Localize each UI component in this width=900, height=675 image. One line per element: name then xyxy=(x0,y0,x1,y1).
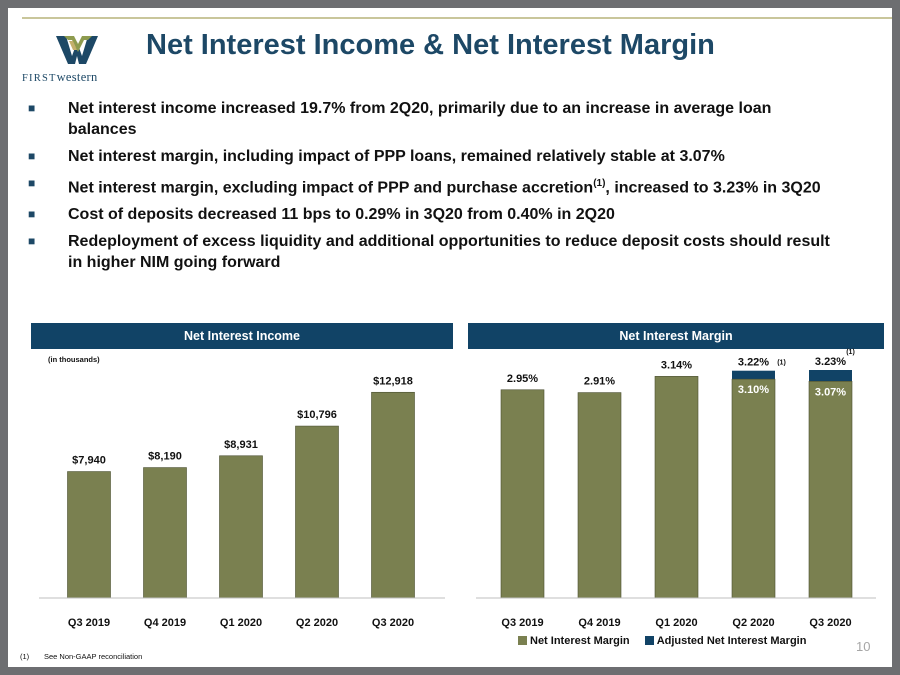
nii-data-label: $7,940 xyxy=(72,455,106,467)
nii-data-label: $10,796 xyxy=(297,409,337,421)
legend-item-adjusted-nim: Adjusted Net Interest Margin xyxy=(644,635,806,647)
bullet-list: ■ Net interest income increased 19.7% fro… xyxy=(28,98,838,279)
square-bullet-icon: ■ xyxy=(28,176,36,190)
net-interest-income-chart: $7,940 Q3 2019 $8,190 Q4 2019 $8,931 Q1 2020 $… xyxy=(39,375,445,629)
nim-bar xyxy=(577,392,622,599)
legend-swatch xyxy=(518,636,527,645)
bullet-item: ■ Net interest margin, excluding impact o… xyxy=(28,173,838,198)
net-interest-margin-chart: 2.95% Q3 2019 2.91% Q4 2019 3.14% Q1 2020 3.10… xyxy=(476,349,876,629)
adjusted-nim-bar xyxy=(732,370,775,380)
nim-x-tick-label: Q1 2020 xyxy=(655,617,697,629)
nii-bar xyxy=(67,471,111,599)
nim-bar xyxy=(731,378,776,599)
adjusted-nim-data-label: 3.22% xyxy=(738,357,769,369)
nii-x-tick-label: Q3 2019 xyxy=(68,617,110,629)
bullet-item: ■ Redeployment of excess liquidity and ad… xyxy=(28,233,830,272)
bullet-item: ■ Net interest income increased 19.7% fro… xyxy=(28,100,772,138)
nii-x-tick-label: Q3 2020 xyxy=(372,617,414,629)
nii-bar xyxy=(295,425,339,599)
logo-wordmark: FIRSTwestern xyxy=(22,70,98,84)
nim-x-tick-label: Q3 2020 xyxy=(809,617,851,629)
nii-bar xyxy=(219,455,263,599)
square-bullet-icon: ■ xyxy=(28,234,36,249)
bullet-item: ■ Cost of deposits decreased 11 bps to 0.… xyxy=(28,206,615,224)
nim-data-label: 2.95% xyxy=(507,373,538,385)
w-logo-icon xyxy=(56,36,98,64)
nii-x-tick-label: Q4 2019 xyxy=(144,617,186,629)
nim-data-label: 2.91% xyxy=(584,376,615,388)
nim-legend: Net Interest Margin Adjusted Net Interes… xyxy=(518,635,818,647)
page-title: Net Interest Income & Net Interest Margi… xyxy=(146,29,715,61)
page-number: 10 xyxy=(856,639,871,654)
square-bullet-icon: ■ xyxy=(28,101,36,115)
units-note: (in thousands) xyxy=(48,355,100,364)
nim-bar xyxy=(500,389,545,599)
legend-item-nim: Net Interest Margin xyxy=(518,635,630,647)
nim-inner-data-label: 3.07% xyxy=(815,386,846,398)
adjusted-nim-data-label: 3.23% xyxy=(815,356,846,368)
adjusted-nim-bar xyxy=(809,370,852,382)
footnote-marker: (1) xyxy=(777,360,786,367)
nim-x-tick-label: Q4 2019 xyxy=(578,617,620,629)
nim-x-tick-label: Q3 2019 xyxy=(501,617,543,629)
nii-data-label: $8,931 xyxy=(224,439,258,451)
nii-x-tick-label: Q1 2020 xyxy=(220,617,262,629)
slide: FIRSTwestern Net Interest Income & Net I… xyxy=(8,8,892,667)
square-bullet-icon: ■ xyxy=(28,149,36,163)
footnote-marker: (1) xyxy=(846,349,855,356)
nim-x-tick-label: Q2 2020 xyxy=(732,617,774,629)
nim-bar xyxy=(808,380,853,599)
nim-bar xyxy=(654,376,699,599)
legend-swatch xyxy=(644,636,654,645)
nim-data-label: 3.14% xyxy=(661,359,692,371)
nii-data-label: $8,190 xyxy=(148,451,182,463)
nii-bar xyxy=(143,467,187,599)
nii-chart-header: Net Interest Income xyxy=(31,323,453,349)
nim-chart-header: Net Interest Margin xyxy=(468,323,884,349)
nii-x-tick-label: Q2 2020 xyxy=(296,617,338,629)
company-logo: FIRSTwestern xyxy=(22,30,134,88)
bullet-item: ■ Net interest margin, including impact o… xyxy=(28,148,725,165)
top-rule xyxy=(22,17,892,19)
nii-data-label: $12,918 xyxy=(373,375,413,387)
footnote: (1) See Non-GAAP reconciliation xyxy=(20,652,143,661)
square-bullet-icon: ■ xyxy=(28,207,36,222)
nii-bar xyxy=(371,391,415,599)
nim-inner-data-label: 3.10% xyxy=(738,384,769,396)
